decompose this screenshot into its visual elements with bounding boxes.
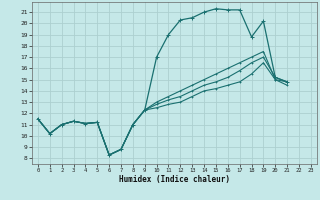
X-axis label: Humidex (Indice chaleur): Humidex (Indice chaleur) xyxy=(119,175,230,184)
